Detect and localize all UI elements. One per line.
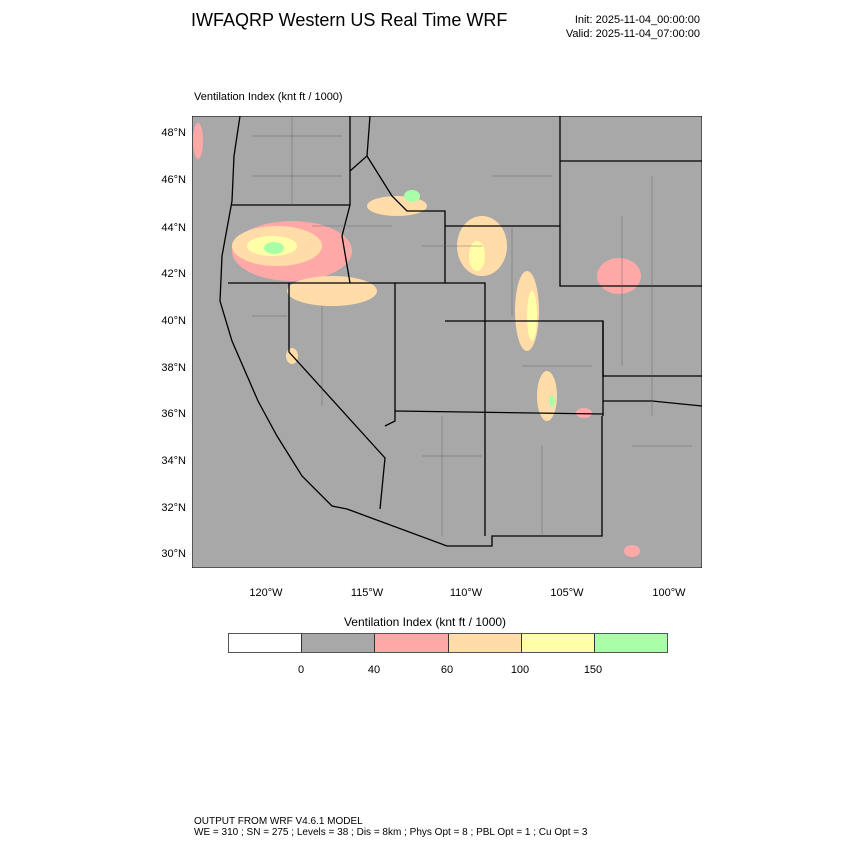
lat-label: 48°N: [161, 127, 186, 139]
footer-config: WE = 310 ; SN = 275 ; Levels = 38 ; Dis …: [194, 827, 588, 838]
shade-area: [264, 242, 284, 254]
lat-label: 32°N: [161, 502, 186, 514]
map-panel: [192, 116, 702, 568]
map-background: [192, 116, 702, 568]
plot-title: IWFAQRP Western US Real Time WRF: [191, 10, 508, 30]
colorbar-label: 150: [583, 664, 603, 676]
shade-area: [193, 123, 203, 159]
init-time: Init: 2025-11-04_00:00:00: [574, 14, 700, 26]
lat-label: 36°N: [161, 408, 186, 420]
lat-label: 44°N: [161, 222, 186, 234]
lon-label: 115°W: [350, 587, 384, 599]
border-four-corners: [394, 410, 604, 415]
border-nv-east: [384, 283, 396, 427]
lon-label: 110°W: [449, 587, 483, 599]
shade-area: [537, 371, 557, 421]
colorbar-box: [521, 634, 595, 652]
border-sd-ne: [559, 226, 702, 287]
colorbar-title: Ventilation Index (knt ft / 1000): [343, 615, 507, 629]
colorbar-box: [229, 634, 303, 652]
lat-label: 34°N: [161, 455, 186, 467]
colorbar-box: [302, 634, 376, 652]
colorbar-box: [448, 634, 522, 652]
shade-area: [287, 276, 377, 306]
lat-label: 42°N: [161, 268, 186, 280]
lat-label: 46°N: [161, 174, 186, 186]
colorbar-box: [594, 634, 668, 652]
shade-area: [404, 190, 420, 202]
lat-label: 40°N: [161, 315, 186, 327]
valid-time: Valid: 2025-11-04_07:00:00: [565, 28, 700, 40]
county-lines: [252, 116, 692, 536]
border-ks-ok: [602, 321, 702, 377]
border-ut-wy: [445, 282, 486, 322]
shade-area: [597, 258, 641, 294]
colorbar-label: 100: [510, 664, 530, 676]
field-subtitle: Ventilation Index (knt ft / 1000): [194, 91, 343, 103]
colorbar-label: 40: [367, 664, 381, 676]
lon-label: 100°W: [652, 587, 686, 599]
border-id-wy-ut: [366, 155, 446, 284]
colorbar: [228, 633, 668, 653]
shade-area: [576, 408, 592, 418]
colorbar-label: 0: [297, 664, 305, 676]
border-id-west: [341, 116, 351, 284]
lon-label: 120°W: [249, 587, 283, 599]
shade-area: [624, 545, 640, 557]
shade-area: [549, 395, 555, 407]
lat-label: 38°N: [161, 362, 186, 374]
shade-area: [469, 241, 485, 271]
lat-label: 30°N: [161, 548, 186, 560]
shade-area: [527, 291, 537, 341]
state-borders: [219, 116, 702, 547]
colorbar-label: 60: [440, 664, 454, 676]
colorbar-box: [375, 634, 449, 652]
footer-model: OUTPUT FROM WRF V4.6.1 MODEL: [194, 816, 363, 827]
border-mexico: [346, 416, 603, 547]
pacific-coastline: [219, 116, 348, 510]
lon-label: 105°W: [550, 587, 584, 599]
border-ca-nv: [288, 283, 386, 510]
